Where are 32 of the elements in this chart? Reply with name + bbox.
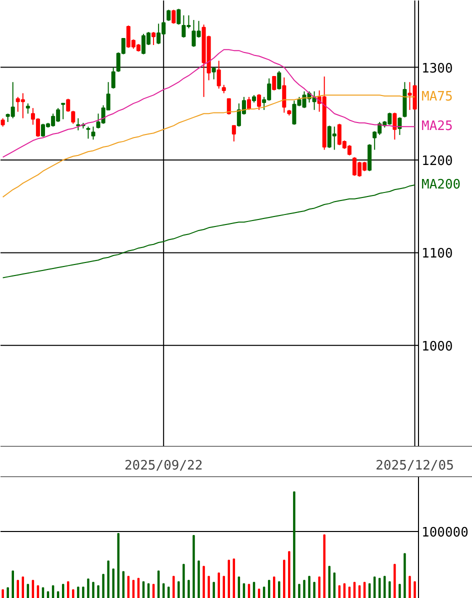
- candlestick: [212, 66, 216, 80]
- x-tick-label: 2025/12/05: [376, 458, 454, 474]
- x-tick-label: 2025/09/22: [124, 458, 203, 474]
- candlestick: [226, 98, 231, 116]
- y-tick-label: 100000: [422, 525, 468, 540]
- candlestick: [282, 76, 286, 114]
- candlestick: [111, 66, 116, 90]
- candlestick: [232, 125, 236, 142]
- candlestick: [71, 110, 76, 124]
- series-label: MA75: [422, 89, 453, 104]
- candlestick: [392, 112, 397, 140]
- candlestick: [272, 76, 276, 91]
- y-tick-label: 1200: [422, 154, 453, 169]
- candlestick: [26, 102, 30, 114]
- candlestick: [257, 94, 262, 110]
- line-series: [2, 49, 416, 158]
- y-tick-label: 1100: [422, 246, 453, 262]
- candlestick: [152, 32, 156, 46]
- y-tick-label: 1300: [422, 61, 453, 76]
- line-series: [2, 184, 416, 278]
- candlestick: [176, 8, 181, 26]
- candlestick: [277, 70, 282, 90]
- candlestick: [66, 98, 70, 112]
- candlestick: [398, 116, 402, 136]
- series-label: MA25: [422, 119, 453, 134]
- y-tick-label: 1000: [422, 339, 453, 354]
- candlestick: [91, 126, 96, 140]
- candlestick: [61, 102, 66, 120]
- series-label: MA200: [422, 178, 461, 193]
- candlestick: [86, 126, 90, 140]
- candlestick: [246, 96, 251, 110]
- candlestick: [216, 60, 221, 90]
